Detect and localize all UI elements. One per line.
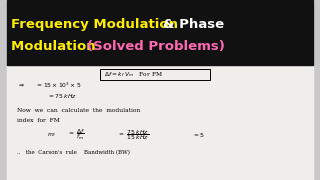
Text: (Solved Problems): (Solved Problems) [87,40,225,53]
Bar [7,0,313,65]
Text: $= 5$: $= 5$ [192,131,205,139]
Text: $m_f$: $m_f$ [47,131,57,139]
Bar [313,0,320,180]
Text: $\Delta f = k_f\ V_m$   For FM: $\Delta f = k_f\ V_m$ For FM [104,70,163,79]
Text: $= 75\ kHz$: $= 75\ kHz$ [47,92,77,100]
Text: Modulation: Modulation [11,40,100,53]
Bar [100,69,210,80]
Text: $=\ \dfrac{75\ kHz}{15\ kHz}$: $=\ \dfrac{75\ kHz}{15\ kHz}$ [117,128,149,142]
Text: Frequency Modulation: Frequency Modulation [11,18,183,31]
Text: $=\ \dfrac{\Delta f}{f_m}$: $=\ \dfrac{\Delta f}{f_m}$ [67,128,85,142]
Text: Now  we  can  calculate  the  modulation: Now we can calculate the modulation [17,109,140,114]
Text: index  for  FM: index for FM [17,118,60,123]
Text: & Phase: & Phase [163,18,224,31]
Text: ..   the  Carson's  rule    Bandwidth (BW): .. the Carson's rule Bandwidth (BW) [17,150,130,156]
Bar [0,0,7,180]
Text: $\Rightarrow$      $= 15\times10^3 \times 5$: $\Rightarrow$ $= 15\times10^3 \times 5$ [17,80,81,90]
